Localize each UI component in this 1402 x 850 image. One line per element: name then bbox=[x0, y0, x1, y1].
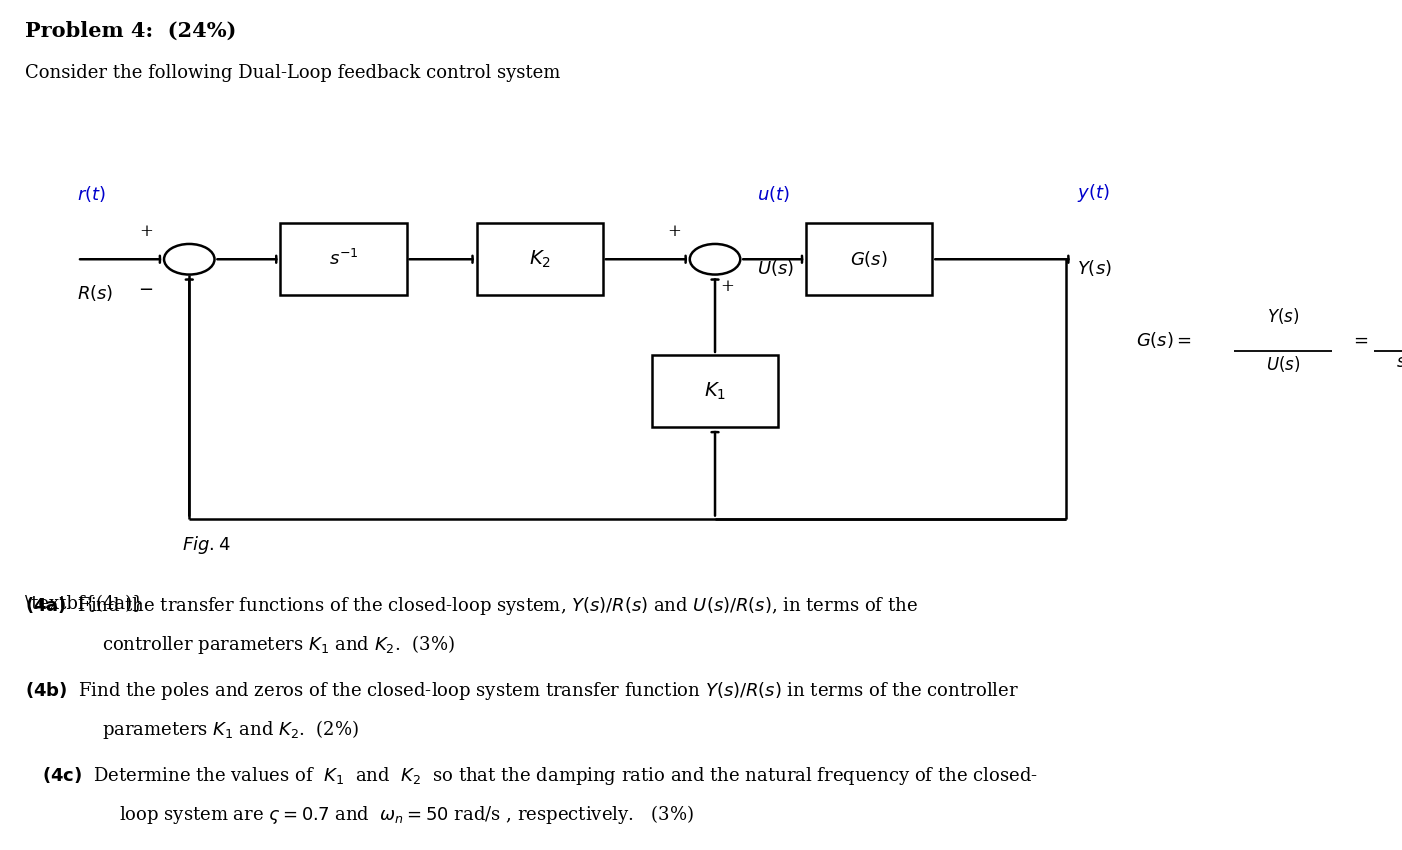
Text: $G(s)$: $G(s)$ bbox=[851, 249, 887, 269]
Text: $s^{-1}$: $s^{-1}$ bbox=[328, 249, 359, 269]
Circle shape bbox=[164, 244, 215, 275]
Text: Problem 4:  (24%): Problem 4: (24%) bbox=[25, 21, 237, 42]
Text: \textbf{(4a)}: \textbf{(4a)} bbox=[25, 595, 144, 613]
Text: $u(t)$: $u(t)$ bbox=[757, 184, 789, 204]
Text: $=$: $=$ bbox=[1350, 331, 1368, 349]
Text: $-$: $-$ bbox=[137, 279, 153, 297]
Text: $U(s)$: $U(s)$ bbox=[1266, 354, 1300, 375]
Text: $\mathbf{(4a)}$  Find the transfer functions of the closed-loop system, $Y(s)/R(: $\mathbf{(4a)}$ Find the transfer functi… bbox=[25, 595, 918, 617]
Text: controller parameters $K_1$ and $K_2$.  (3%): controller parameters $K_1$ and $K_2$. (… bbox=[102, 633, 456, 656]
Text: $R(s)$: $R(s)$ bbox=[77, 283, 114, 303]
Text: $\mathbf{(4c)}$  Determine the values of  $K_1$  and  $K_2$  so that the damping: $\mathbf{(4c)}$ Determine the values of … bbox=[42, 765, 1037, 787]
Text: $r(t)$: $r(t)$ bbox=[77, 184, 107, 204]
Bar bbox=[477, 224, 603, 296]
Text: $y(t)$: $y(t)$ bbox=[1077, 182, 1109, 204]
Text: $U(s)$: $U(s)$ bbox=[757, 258, 794, 278]
Text: $Y(s)$: $Y(s)$ bbox=[1077, 258, 1112, 278]
Text: $s+2$: $s+2$ bbox=[1396, 354, 1402, 371]
Bar bbox=[280, 224, 407, 296]
Text: parameters $K_1$ and $K_2$.  (2%): parameters $K_1$ and $K_2$. (2%) bbox=[102, 718, 359, 741]
Text: Consider the following Dual-Loop feedback control system: Consider the following Dual-Loop feedbac… bbox=[25, 64, 561, 82]
Text: $\it{Fig.4}$: $\it{Fig.4}$ bbox=[182, 534, 231, 556]
Text: $G(s) =$: $G(s) =$ bbox=[1136, 330, 1192, 350]
Text: loop system are $\varsigma = 0.7$ and  $\omega_n = 50$ rad/s , respectively.   (: loop system are $\varsigma = 0.7$ and $\… bbox=[119, 803, 694, 826]
Text: $\mathbf{(4b)}$  Find the poles and zeros of the closed-loop system transfer fun: $\mathbf{(4b)}$ Find the poles and zeros… bbox=[25, 680, 1019, 702]
Text: $K_1$: $K_1$ bbox=[704, 380, 726, 402]
Text: +: + bbox=[139, 223, 153, 240]
Text: +: + bbox=[667, 223, 681, 240]
Bar bbox=[652, 355, 778, 427]
Text: $Y(s)$: $Y(s)$ bbox=[1266, 305, 1300, 326]
Circle shape bbox=[690, 244, 740, 275]
Text: $K_2$: $K_2$ bbox=[529, 248, 551, 270]
Text: +: + bbox=[721, 278, 735, 295]
Bar bbox=[806, 224, 932, 296]
